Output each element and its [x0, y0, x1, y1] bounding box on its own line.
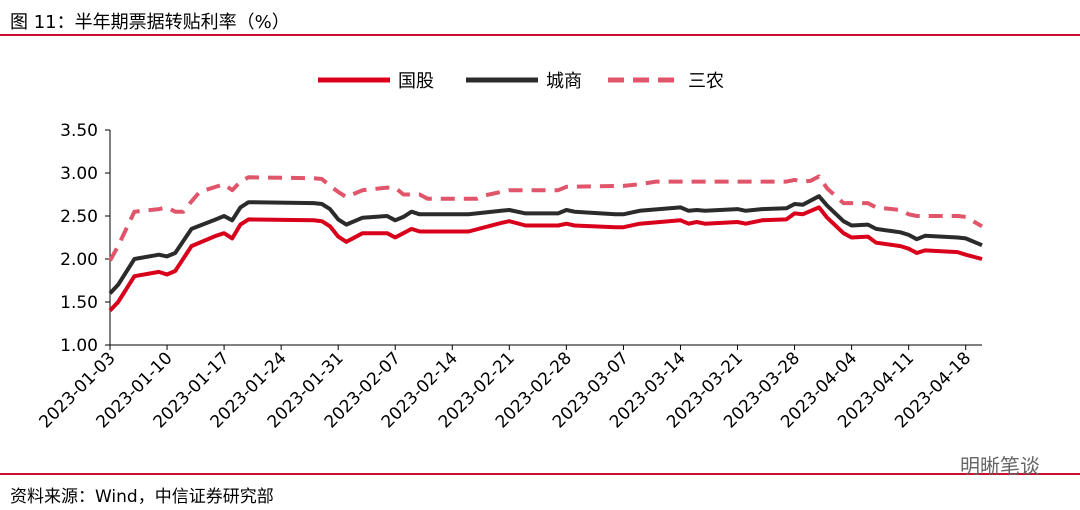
y-tick-label: 1.00: [60, 336, 98, 356]
axes: 1.001.502.002.503.003.502023-01-032023-0…: [36, 121, 982, 432]
y-tick-label: 2.50: [60, 207, 98, 227]
series-line-1: [108, 205, 983, 312]
y-tick-label: 1.50: [60, 293, 98, 313]
legend-label-1: 国股: [398, 71, 434, 92]
footer-rule: [0, 473, 1080, 475]
line-chart: 国股 城商 三农 1.001.502.002.503.003.502023-01-0…: [36, 71, 983, 432]
series-line-2: [108, 194, 983, 295]
y-tick-label: 3.50: [60, 121, 98, 141]
header-rule: [0, 34, 1080, 36]
figure-title: 图 11：半年期票据转贴利率（%）: [10, 12, 290, 33]
source-note: 资料来源：Wind，中信证券研究部: [10, 487, 274, 507]
legend-label-3: 三农: [688, 71, 724, 92]
y-tick-label: 2.00: [60, 250, 98, 270]
series-line-3: [108, 174, 983, 262]
series-lines: [108, 174, 983, 312]
y-tick-label: 3.00: [60, 164, 98, 184]
watermark: 明晰笔谈: [960, 454, 1040, 478]
legend: 国股 城商 三农: [318, 71, 724, 92]
legend-label-2: 城商: [546, 71, 582, 92]
